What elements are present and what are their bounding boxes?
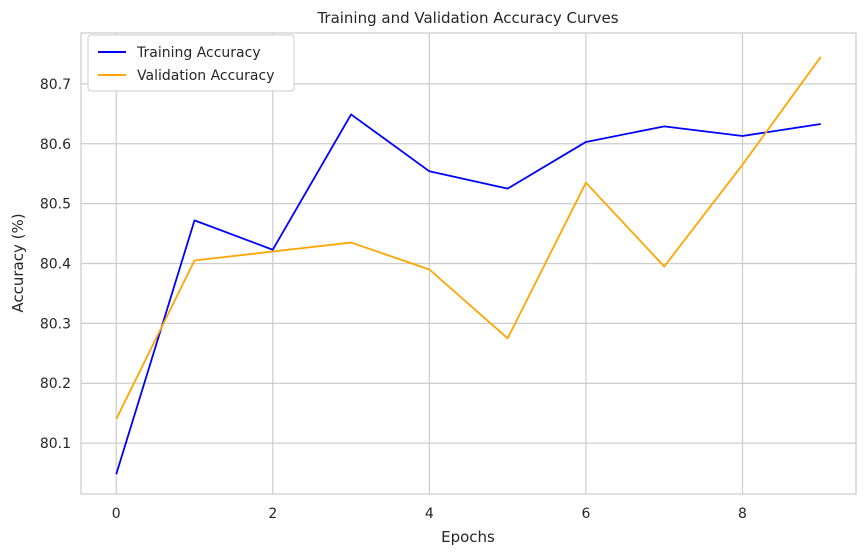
y-tick-label: 80.3	[40, 316, 71, 332]
y-tick-label: 80.6	[40, 137, 71, 153]
x-tick-label: 8	[738, 506, 747, 522]
x-tick-label: 2	[268, 506, 277, 522]
legend-label-validation: Validation Accuracy	[137, 68, 275, 84]
training-accuracy-line	[115, 113, 821, 475]
y-tick-label: 80.5	[40, 197, 71, 213]
grid-lines	[81, 33, 856, 494]
legend-box	[87, 34, 295, 92]
y-axis-label: Accuracy (%)	[9, 213, 27, 312]
chart-title: Training and Validation Accuracy Curves	[316, 9, 618, 27]
legend: Training Accuracy Validation Accuracy	[87, 34, 295, 92]
y-tick-labels: 80.1 80.2 80.3 80.4 80.5 80.6 80.7	[40, 77, 71, 452]
y-tick-label: 80.4	[40, 257, 71, 273]
y-tick-label: 80.7	[40, 77, 71, 93]
x-tick-labels: 0 2 4 6 8	[112, 506, 747, 522]
series-lines	[115, 56, 822, 475]
plot-frame	[80, 32, 857, 495]
x-tick-label: 6	[581, 506, 590, 522]
y-tick-label: 80.2	[40, 376, 71, 392]
validation-accuracy-line	[115, 56, 822, 420]
x-tick-label: 0	[112, 506, 121, 522]
x-axis-label: Epochs	[441, 528, 495, 546]
y-tick-label: 80.1	[40, 436, 71, 452]
legend-label-training: Training Accuracy	[136, 45, 261, 61]
x-tick-label: 4	[425, 506, 434, 522]
